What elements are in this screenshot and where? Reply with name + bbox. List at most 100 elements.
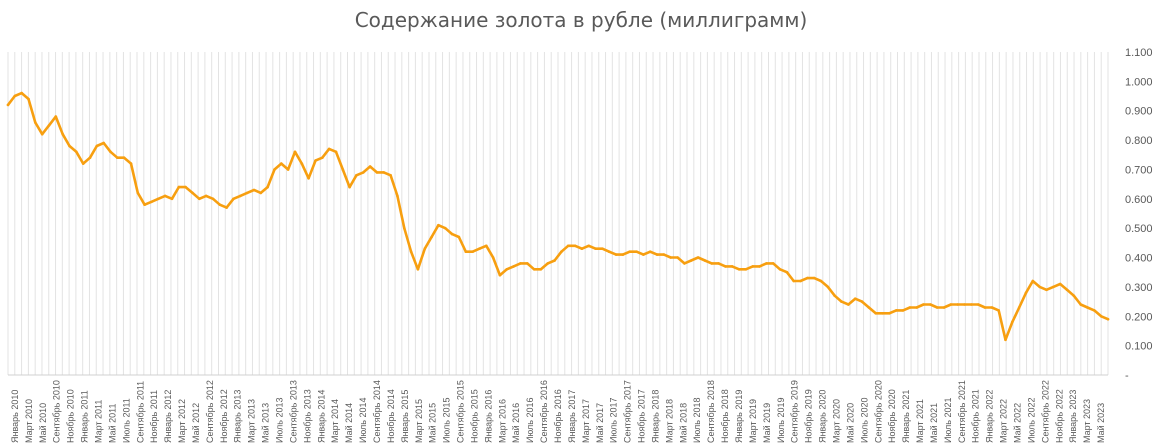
- x-tick-label: Март 2013: [247, 399, 257, 443]
- data-point: [403, 226, 406, 230]
- data-point: [532, 268, 536, 271]
- data-point: [136, 191, 140, 195]
- data-point: [218, 203, 222, 206]
- x-tick-label: Май 2015: [428, 403, 438, 443]
- x-tick-label: Март 2019: [748, 399, 758, 443]
- data-point: [676, 256, 679, 259]
- data-point: [157, 197, 160, 201]
- data-point: [655, 253, 659, 256]
- x-tick-label: Май 2011: [107, 404, 117, 444]
- data-point: [129, 162, 133, 165]
- x-tick-label: Июль 2020: [859, 398, 869, 443]
- data-point: [983, 306, 987, 309]
- data-point: [54, 115, 58, 118]
- x-tick-label: Ноябрь 2014: [386, 389, 396, 443]
- data-point: [662, 253, 666, 256]
- data-point: [280, 162, 283, 165]
- data-point: [696, 256, 700, 259]
- data-point: [211, 197, 215, 201]
- data-point: [997, 309, 1000, 312]
- data-point: [908, 306, 912, 309]
- data-point: [116, 156, 119, 159]
- x-tick-label: Ноябрь 2011: [149, 390, 159, 443]
- data-point: [321, 156, 324, 159]
- data-point: [1045, 288, 1048, 292]
- data-point: [799, 279, 802, 283]
- data-point: [184, 185, 187, 189]
- data-point: [792, 279, 795, 283]
- data-point: [867, 306, 871, 309]
- data-point: [478, 247, 481, 250]
- data-point: [450, 232, 454, 236]
- x-tick-label: Июль 2021: [943, 398, 953, 443]
- data-point: [778, 268, 782, 271]
- data-point: [607, 250, 611, 253]
- x-tick-label: Май 2017: [595, 403, 605, 443]
- x-tick-label: Январь 2013: [233, 390, 243, 443]
- x-tick-label: Май 2013: [261, 403, 271, 443]
- data-point: [198, 197, 201, 201]
- data-point: [102, 141, 105, 145]
- data-point: [942, 306, 946, 309]
- x-tick-label: Ноябрь 2015: [469, 389, 479, 443]
- data-point: [457, 235, 461, 239]
- data-point: [860, 300, 864, 303]
- x-tick-label: Январь 2019: [734, 390, 744, 443]
- y-tick-label: 0.700: [1125, 164, 1153, 176]
- data-point: [355, 174, 358, 177]
- data-point: [1086, 306, 1089, 309]
- data-point: [614, 253, 618, 256]
- x-tick-label: Июль 2011: [121, 398, 131, 443]
- data-point: [109, 150, 112, 154]
- y-tick-label: 1.000: [1125, 76, 1153, 88]
- data-point: [143, 203, 146, 206]
- x-tick-label: Сентябрь 2021: [957, 380, 967, 443]
- data-point: [847, 303, 850, 306]
- y-tick-label: -: [1125, 370, 1129, 382]
- x-tick-label: Ноябрь 2016: [553, 389, 563, 443]
- x-tick-label: Март 2023: [1082, 399, 1092, 443]
- data-point: [519, 262, 522, 265]
- data-point: [444, 226, 447, 230]
- data-point: [744, 268, 748, 271]
- x-tick-label: Март 2014: [330, 399, 340, 443]
- data-point: [27, 97, 30, 101]
- data-point: [901, 309, 905, 312]
- x-tick-label: Май 2016: [511, 403, 521, 443]
- x-tick-label: Март 2010: [24, 399, 34, 443]
- data-point: [505, 268, 509, 271]
- x-tick-label: Сентябрь 2020: [873, 380, 883, 443]
- data-point: [362, 171, 365, 174]
- x-tick-label: Январь 2015: [400, 390, 410, 443]
- data-point: [724, 265, 727, 268]
- data-point: [840, 300, 843, 303]
- x-tick-label: Март 2020: [831, 399, 841, 443]
- data-point: [396, 194, 399, 198]
- x-tick-label: Март 2022: [999, 399, 1009, 443]
- data-point: [976, 303, 980, 306]
- data-point: [348, 185, 351, 189]
- data-point: [560, 250, 563, 253]
- data-point: [225, 206, 228, 209]
- data-point: [68, 144, 71, 148]
- data-point: [191, 191, 194, 195]
- data-point: [717, 262, 720, 265]
- data-point: [758, 265, 761, 268]
- x-tick-label: Март 2011: [94, 400, 104, 443]
- x-tick-label: Июль 2022: [1026, 398, 1036, 443]
- data-point: [437, 223, 440, 227]
- x-tick-label: Май 2010: [38, 403, 48, 443]
- data-point: [737, 268, 741, 271]
- data-point: [853, 297, 857, 301]
- data-point: [293, 150, 297, 154]
- x-tick-label: Сентябрь 2022: [1040, 380, 1050, 443]
- data-point: [286, 168, 290, 171]
- data-point: [642, 253, 645, 256]
- y-tick-label: 0.400: [1125, 253, 1153, 265]
- x-tick-label: Май 2014: [344, 403, 354, 443]
- data-point: [888, 312, 891, 315]
- data-point: [81, 162, 85, 165]
- data-point: [327, 147, 331, 151]
- x-tick-label: Май 2020: [845, 403, 855, 443]
